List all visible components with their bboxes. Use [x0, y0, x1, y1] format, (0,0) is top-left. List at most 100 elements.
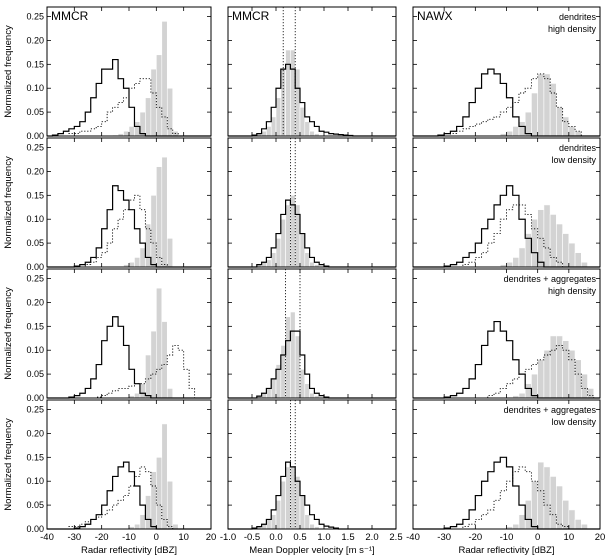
histogram-bar-r4c3-23	[556, 485, 563, 530]
histogram-bar-r3c1-21	[161, 321, 168, 399]
panel-frame-r1c2	[227, 6, 397, 137]
panel-frame-r1c1	[46, 6, 212, 137]
y-tick-label: 0.15	[26, 452, 44, 462]
histogram-bar-r4c1-19	[150, 471, 157, 530]
y-tick-label: 0.05	[26, 238, 44, 248]
y-tick-label: 0.15	[26, 59, 44, 69]
histogram-bar-r3c3-24	[562, 340, 570, 399]
x-tick-label: 10	[178, 532, 189, 543]
histogram-bar-r1c2-15	[299, 107, 306, 137]
histogram-bar-r4c1-17	[139, 514, 146, 530]
y-tick-label: 0.05	[26, 107, 44, 117]
y-tick-label: 0.10	[26, 345, 44, 355]
y-tick-label: 0.25	[26, 143, 44, 153]
histogram-bar-r2c3-17	[518, 247, 526, 268]
histogram-bar-r4c3-20	[537, 461, 545, 530]
histogram-bar-r2c3-26	[574, 252, 582, 268]
histogram-bar-r3c3-27	[580, 373, 588, 399]
row-label: low density	[551, 417, 596, 427]
histogram-bar-r1c1-17	[139, 111, 146, 137]
histogram-bar-r4c2-9	[270, 514, 277, 530]
histogram-bar-r2c1-17	[139, 247, 146, 268]
histogram-bar-r1c3-18	[524, 111, 532, 137]
y-axis-label: Normalized frequency	[3, 418, 14, 511]
x-tick-label: -10	[500, 532, 514, 543]
histogram-bar-r3c3-19	[531, 373, 538, 399]
histogram-bar-r1c2-13	[290, 49, 296, 137]
x-tick-label: -20	[95, 532, 109, 543]
histogram-bar-r1c1-21	[161, 21, 168, 137]
y-tick-label: 0.00	[26, 131, 44, 141]
histogram-bar-r3c1-22	[166, 388, 174, 399]
x-tick-label: -30	[437, 532, 451, 543]
histogram-bar-r1c3-20	[537, 73, 545, 137]
histogram-bar-r3c2-17	[309, 392, 315, 399]
histogram-bar-r2c3-23	[556, 223, 563, 268]
histogram-bar-r1c2-17	[309, 130, 315, 137]
row-label: high density	[548, 286, 597, 296]
x-axis-label: Radar reflectivity [dBZ]	[458, 545, 554, 556]
histogram-bar-r3c2-13	[290, 311, 296, 399]
histogram-bar-r3c2-16	[304, 383, 310, 399]
dotted-step-line-r4c3	[413, 466, 600, 530]
histogram-bar-r2c1-21	[161, 156, 168, 268]
histogram-bar-r2c1-22	[166, 238, 174, 268]
histogram-bar-r2c1-16	[134, 257, 141, 268]
histogram-bar-r4c3-27	[580, 523, 588, 530]
histogram-bar-r1c1-20	[156, 54, 163, 137]
x-axis-label: Mean Doppler velocity [m s⁻¹]	[249, 545, 374, 556]
y-tick-label: 0.20	[26, 35, 44, 45]
histogram-bar-r1c3-19	[531, 92, 538, 137]
x-tick-label: 1.0	[317, 532, 330, 543]
x-tick-label: 0	[535, 532, 540, 543]
y-tick-label: 0.15	[26, 190, 44, 200]
row-label: low density	[551, 155, 596, 165]
histogram-bar-r4c2-10	[275, 500, 282, 530]
histogram-bar-r2c2-13	[290, 195, 296, 268]
histogram-bar-r1c2-10	[275, 97, 282, 137]
x-tick-label: -20	[468, 532, 482, 543]
histogram-bar-r2c2-11	[280, 218, 286, 268]
histogram-bar-r2c3-16	[512, 257, 520, 268]
histogram-bar-r4c2-13	[290, 466, 296, 530]
histogram-bar-r2c2-7	[261, 261, 267, 268]
dotted-step-line-r1c1	[47, 78, 211, 137]
y-tick-label: 0.25	[26, 12, 44, 22]
histogram-bar-r2c3-22	[549, 214, 557, 268]
histogram-bar-r3c3-21	[543, 349, 551, 399]
row-label: dendrites + aggregates	[504, 274, 597, 284]
histogram-bar-r4c3-18	[524, 500, 532, 530]
histogram-bar-r4c3-26	[574, 519, 582, 530]
histogram-bar-r4c1-21	[161, 423, 168, 530]
x-tick-label: -40	[406, 532, 420, 543]
x-tick-label: -0.5	[244, 532, 260, 543]
histogram-bar-r1c3-24	[562, 116, 570, 137]
histogram-bar-r1c3-22	[549, 83, 557, 137]
solid-step-line-r4c1	[47, 461, 211, 530]
x-tick-label: -40	[40, 532, 54, 543]
histogram-bar-r3c2-9	[270, 378, 277, 399]
y-tick-label: 0.10	[26, 83, 44, 93]
histogram-bar-r4c2-17	[309, 523, 315, 530]
histogram-bar-r2c2-17	[309, 261, 315, 268]
y-tick-label: 0.10	[26, 214, 44, 224]
histogram-bar-r2c1-20	[156, 166, 163, 268]
x-axis-label: Radar reflectivity [dBZ]	[81, 545, 177, 556]
histogram-bar-r1c1-18	[145, 97, 152, 137]
x-tick-label: -30	[67, 532, 81, 543]
solid-step-line-r3c2	[228, 330, 396, 399]
y-tick-label: 0.25	[26, 274, 44, 284]
histogram-bar-r4c3-25	[568, 509, 576, 530]
histogram-bar-r4c2-8	[266, 519, 272, 530]
histogram-bar-r1c2-7	[261, 130, 267, 137]
histogram-bar-r4c3-19	[531, 480, 538, 530]
y-tick-label: 0.15	[26, 321, 44, 331]
column-title: NAWX	[417, 9, 453, 23]
histogram-bar-r4c1-18	[145, 495, 152, 530]
histogram-bar-r1c3-16	[512, 126, 520, 137]
histogram-bar-r3c3-22	[549, 335, 557, 399]
histogram-bar-r4c2-11	[280, 480, 286, 530]
y-tick-label: 0.00	[26, 262, 44, 272]
panel-frame-r2c2	[227, 137, 397, 268]
row-label: dendrites + aggregates	[504, 405, 597, 415]
